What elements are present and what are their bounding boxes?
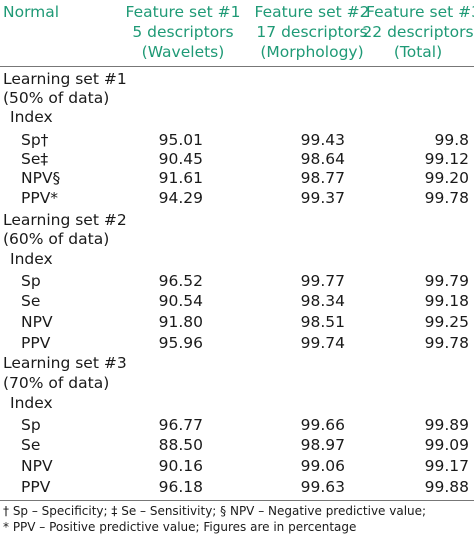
cell-feature-set-3: 99.17 [424,457,469,475]
table-row: NPV§ 91.61 98.77 99.20 [0,167,474,191]
header-col-2-type: (Morphology) [260,43,364,61]
header-first-cell: Normal [3,3,60,21]
section-3-title-row: Learning set #3 [0,352,474,376]
row-label: Sp [21,272,41,290]
section-3-subtitle: (70% of data) [3,374,110,392]
row-label: Sp† [21,131,49,149]
header-col-1: Feature set #1 5 descriptors (Wavelets) [112,2,254,62]
cell-feature-set-2: 99.06 [300,457,345,475]
section-3-index-label: Index [10,394,53,412]
cell-feature-set-2: 99.74 [300,334,345,352]
cell-feature-set-2: 99.77 [300,272,345,290]
cell-feature-set-1: 90.16 [158,457,203,475]
header-col-3-descriptors: 22 descriptors [362,23,474,41]
cell-feature-set-3: 99.88 [424,478,469,496]
section-2-subtitle: (60% of data) [3,230,110,248]
cell-feature-set-1: 88.50 [158,436,203,454]
cell-feature-set-3: 99.12 [424,150,469,168]
section-1-title-row: Learning set #1 [0,68,474,92]
section-1-index-label: Index [10,108,53,126]
section-2-title: Learning set #2 [3,211,127,229]
header-col-2: Feature set #2 17 descriptors (Morpholog… [241,2,383,62]
cell-feature-set-3: 99.8 [434,131,469,149]
cell-feature-set-1: 94.29 [158,189,203,207]
section-2-index-row: Index [0,248,474,272]
cell-feature-set-2: 98.64 [300,150,345,168]
table-row: PPV* 94.29 99.37 99.78 [0,187,474,211]
row-label: PPV [21,478,51,496]
cell-feature-set-1: 95.96 [158,334,203,352]
cell-feature-set-1: 96.18 [158,478,203,496]
table-row: Sp 96.52 99.77 99.79 [0,270,474,294]
section-3-title: Learning set #3 [3,354,127,372]
table-bottom-rule [0,500,474,501]
row-label: Se‡ [21,150,49,168]
header-col-1-title: Feature set #1 [125,3,241,21]
table-row: Se 90.54 98.34 99.18 [0,290,474,314]
section-3-subtitle-row: (70% of data) [0,372,474,396]
cell-feature-set-1: 96.52 [158,272,203,290]
cell-feature-set-2: 99.43 [300,131,345,149]
cell-feature-set-2: 98.77 [300,169,345,187]
header-col-3: Feature set #3 22 descriptors (Total) [362,2,474,62]
header-col-2-descriptors: 17 descriptors [256,23,368,41]
section-2-subtitle-row: (60% of data) [0,228,474,252]
row-label: PPV* [21,189,59,207]
table-row: PPV 96.18 99.63 99.88 [0,476,474,500]
row-label: NPV [21,457,53,475]
cell-feature-set-3: 99.18 [424,292,469,310]
cell-feature-set-1: 90.54 [158,292,203,310]
cell-feature-set-1: 95.01 [158,131,203,149]
cell-feature-set-3: 99.79 [424,272,469,290]
table-row: NPV 91.80 98.51 99.25 [0,311,474,335]
row-label: PPV [21,334,51,352]
cell-feature-set-2: 98.34 [300,292,345,310]
header-col-1-type: (Wavelets) [141,43,225,61]
footnote-1: † Sp – Specificity; ‡ Se – Sensitivity; … [3,504,427,518]
row-label: NPV [21,313,53,331]
table-row: NPV 90.16 99.06 99.17 [0,455,474,479]
footnote-2: * PPV – Positive predictive value; Figur… [3,520,357,534]
table-row: Sp 96.77 99.66 99.89 [0,414,474,438]
row-label: Se [21,436,41,454]
section-3-index-row: Index [0,392,474,416]
header-divider [0,66,474,67]
table-row: Sp† 95.01 99.43 99.8 [0,129,474,153]
section-1-title: Learning set #1 [3,70,127,88]
cell-feature-set-2: 99.37 [300,189,345,207]
cell-feature-set-3: 99.20 [424,169,469,187]
cell-feature-set-1: 91.61 [158,169,203,187]
header-col-3-title: Feature set #3 [366,3,474,21]
section-2-index-label: Index [10,250,53,268]
header-col-2-title: Feature set #2 [254,3,370,21]
cell-feature-set-1: 91.80 [158,313,203,331]
section-2-title-row: Learning set #2 [0,209,474,233]
header-col-1-descriptors: 5 descriptors [132,23,234,41]
cell-feature-set-3: 99.09 [424,436,469,454]
table-row: Se‡ 90.45 98.64 99.12 [0,148,474,172]
row-label: Sp [21,416,41,434]
cell-feature-set-1: 90.45 [158,150,203,168]
row-label: NPV§ [21,169,61,187]
cell-feature-set-1: 96.77 [158,416,203,434]
table-row: Se 88.50 98.97 99.09 [0,434,474,458]
section-1-subtitle: (50% of data) [3,89,110,107]
cell-feature-set-3: 99.25 [424,313,469,331]
cell-feature-set-2: 98.97 [300,436,345,454]
cell-feature-set-2: 99.66 [300,416,345,434]
header-col-3-type: (Total) [393,43,443,61]
section-1-subtitle-row: (50% of data) [0,87,474,111]
cell-feature-set-3: 99.89 [424,416,469,434]
row-label: Se [21,292,41,310]
cell-feature-set-3: 99.78 [424,334,469,352]
cell-feature-set-2: 99.63 [300,478,345,496]
section-1-index-row: Index [0,106,474,130]
cell-feature-set-3: 99.78 [424,189,469,207]
table-row: PPV 95.96 99.74 99.78 [0,332,474,356]
cell-feature-set-2: 98.51 [300,313,345,331]
